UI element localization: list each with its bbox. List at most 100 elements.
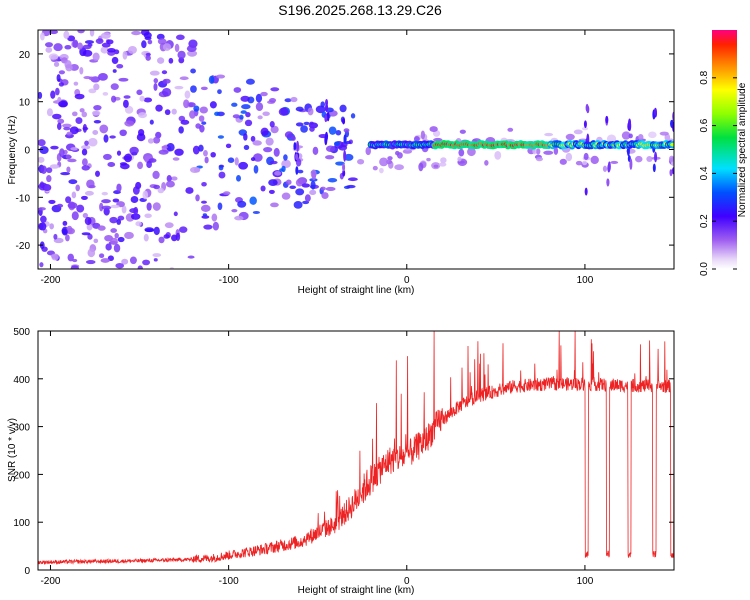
spectrogram-noise-blob: [61, 228, 68, 236]
spectrogram-noise-blob: [84, 140, 89, 146]
spectrogram-noise-blob: [38, 91, 43, 100]
snr-ticks: -200 -100 0 100 0 100 200 300 400 500: [13, 327, 674, 587]
spectrogram-streak: [295, 166, 299, 175]
spectrogram-noise-blob: [535, 148, 541, 155]
spectrogram-noise-blob: [38, 156, 45, 163]
spectrogram-noise-blob: [153, 184, 161, 190]
snr-background: [38, 331, 674, 570]
spectrogram-noise-blob: [101, 205, 112, 210]
spectrogram-noise-blob: [297, 169, 304, 174]
spectrogram-noise-blob: [240, 95, 250, 102]
spectrogram-noise-blob: [153, 136, 161, 144]
spectrogram-noise-blob: [394, 164, 404, 171]
spectrogram-noise-blob: [84, 40, 95, 44]
spectrogram-noise-blob: [100, 258, 110, 263]
spectrogram-noise-blob: [53, 43, 63, 52]
spectrogram-noise-blob: [67, 253, 75, 262]
spectrogram-noise-blob: [379, 167, 384, 174]
spectrogram-noise-blob: [46, 167, 53, 174]
spectrogram-noise-blob: [289, 185, 297, 190]
spectrogram-noise-blob: [234, 157, 239, 166]
spectrogram-noise-blob: [335, 161, 345, 166]
spectrogram-noise-blob: [166, 174, 172, 182]
spectrogram-streak: [343, 150, 347, 162]
spectrogram-noise-blob: [121, 205, 127, 214]
spectrogram-noise-blob: [174, 148, 184, 156]
spectrogram-streak: [607, 161, 611, 172]
spectrogram-noise-blob: [102, 91, 109, 96]
spectrogram-streak: [629, 158, 633, 170]
spectrogram-noise-blob: [161, 87, 172, 97]
colorbar: 0.0 0.2 0.4 0.6 0.8 Normalized spectral ampl…: [699, 30, 748, 276]
spectrogram-noise-blob: [62, 220, 68, 226]
spectrogram-ytick-label: -10: [16, 193, 31, 204]
spectrogram-noise-blob: [372, 165, 378, 171]
spectrogram-streak: [342, 118, 346, 125]
spectrogram-noise-blob: [165, 180, 175, 188]
spectrogram-noise-blob: [136, 89, 143, 96]
spectrogram-noise-blob: [152, 170, 160, 180]
spectrogram-noise-blob: [195, 194, 200, 202]
spectrogram-noise-blob: [65, 234, 70, 242]
spectrogram-noise-blob: [187, 50, 198, 57]
spectrogram-noise-blob: [67, 35, 76, 42]
spectrogram-noise-blob: [217, 202, 223, 211]
spectrogram-ylabel: Frequency (Hz): [7, 116, 18, 185]
spectrogram-noise-blob: [124, 231, 134, 240]
spectrogram-noise-blob: [402, 149, 413, 154]
spectrogram-noise-blob: [113, 243, 121, 253]
spectrogram-noise-blob: [178, 126, 184, 134]
spectrogram-streak: [324, 114, 328, 123]
spectrogram-noise-blob: [81, 158, 88, 166]
spectrogram-noise-blob: [124, 120, 135, 127]
spectrogram-xtick-label: 100: [577, 275, 594, 286]
spectrogram-noise-blob: [172, 157, 180, 161]
spectrogram-noise-blob: [66, 225, 73, 234]
spectrogram-noise-blob: [211, 213, 218, 222]
spectrogram-noise-blob: [668, 155, 674, 163]
spectrogram-noise-blob: [185, 187, 194, 194]
spectrogram-noise-blob: [49, 223, 54, 230]
spectrogram-noise-blob: [132, 186, 140, 195]
spectrogram-noise-blob: [303, 121, 310, 126]
spectrogram-noise-blob: [88, 76, 95, 81]
spectrogram-noise-blob: [581, 127, 589, 131]
spectrogram-noise-blob: [285, 179, 292, 185]
spectrogram-noise-blob: [39, 262, 44, 268]
spectrogram-noise-blob: [143, 233, 149, 242]
spectrogram-line-core: [670, 142, 674, 147]
spectrogram-noise-blob: [217, 89, 222, 95]
spectrogram-noise-blob: [295, 106, 304, 112]
spectrogram-noise-blob: [42, 183, 52, 192]
spectrogram-noise-blob: [174, 85, 184, 90]
spectrogram-noise-blob: [440, 157, 447, 164]
spectrogram-noise-blob: [63, 126, 71, 131]
spectrogram-noise-blob: [84, 216, 92, 226]
spectrogram-noise-blob: [110, 83, 119, 91]
spectrogram-noise-blob: [575, 160, 583, 166]
spectrogram-noise-blob: [117, 236, 125, 243]
spectrogram-noise-blob: [166, 143, 175, 152]
spectrogram-noise-blob: [168, 57, 174, 64]
spectrogram-noise-blob: [328, 126, 337, 135]
spectrogram-noise-blob: [51, 253, 59, 259]
spectrogram-noise-blob: [290, 135, 296, 141]
spectrogram-noise-blob: [81, 232, 91, 236]
spectrogram-noise-blob: [249, 196, 257, 205]
spectrogram-noise-blob: [70, 265, 79, 269]
spectrogram-noise-blob: [262, 111, 270, 117]
spectrogram-noise-blob: [218, 171, 226, 179]
spectrogram-noise-blob: [269, 120, 275, 128]
spectrogram-noise-blob: [175, 232, 181, 242]
spectrogram-noise-blob: [163, 234, 170, 239]
spectrogram-noise-blob: [187, 255, 195, 259]
spectrogram-noise-blob: [48, 199, 56, 204]
spectrogram-noise-blob: [144, 213, 152, 218]
spectrogram-noise-blob: [659, 131, 669, 136]
spectrogram-noise-blob: [602, 165, 608, 172]
spectrogram-noise-blob: [81, 195, 88, 201]
spectrogram-noise-blob: [63, 30, 70, 39]
spectrogram-noise-blob: [357, 158, 365, 165]
spectrogram-noise-blob: [131, 30, 142, 36]
spectrogram-noise-blob: [119, 162, 128, 166]
